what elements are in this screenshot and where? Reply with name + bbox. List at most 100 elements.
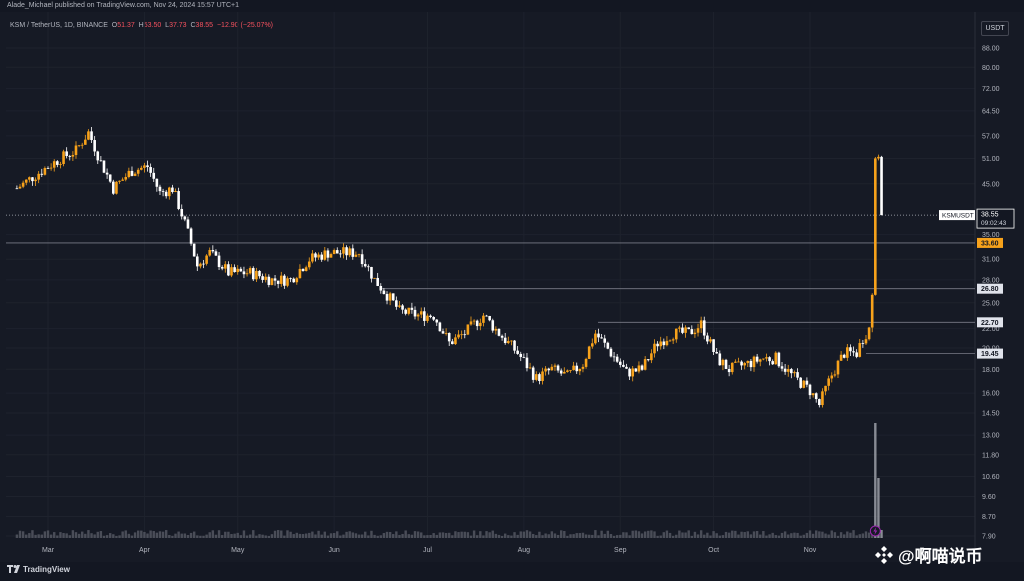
y-tick-label: 13.00 — [982, 433, 1000, 440]
volume-bar — [186, 535, 190, 538]
candle-body — [687, 327, 691, 330]
volume-bar — [855, 535, 858, 538]
candle-body — [808, 384, 812, 396]
volume-bar — [504, 533, 507, 538]
volume-bar — [87, 530, 90, 538]
volume-bar — [401, 533, 404, 538]
volume-bar — [721, 535, 725, 538]
candle-body — [227, 264, 230, 276]
volume-bar — [236, 532, 239, 538]
volume-bar — [320, 534, 323, 538]
candle-body — [519, 353, 523, 357]
candle-body — [821, 391, 824, 406]
price-chart[interactable]: 88.00 80.00 72.00 64.50 57.00 51.00 45.00 35.00… — [0, 12, 1024, 562]
candle-body — [161, 191, 165, 192]
volume-bar — [49, 534, 53, 538]
volume-bar — [581, 532, 585, 538]
candle-body — [255, 270, 258, 280]
candle-body — [587, 346, 591, 359]
candle-body — [65, 151, 68, 157]
candle-body — [513, 340, 516, 351]
candle-body — [90, 131, 93, 141]
candle-body — [118, 180, 121, 182]
volume-bar — [208, 532, 211, 538]
candle-body — [581, 366, 585, 369]
candle-body — [130, 170, 134, 176]
volume-bar — [248, 534, 252, 538]
candle-body — [311, 253, 314, 262]
volume-bar — [780, 532, 784, 538]
candle-body — [755, 356, 759, 362]
volume-bar — [469, 535, 473, 538]
volume-bar — [762, 531, 765, 538]
volume-bar — [712, 531, 715, 538]
candle-body — [376, 277, 379, 286]
volume-bar — [843, 534, 846, 538]
candle-body — [880, 156, 883, 216]
y-tick-label: 25.00 — [982, 300, 1000, 307]
volume-bar — [96, 531, 99, 538]
volume-bar — [37, 534, 40, 538]
candle-body — [136, 169, 140, 174]
volume-bar — [494, 533, 498, 538]
y-tick-label: 88.00 — [982, 46, 1000, 53]
candle-body — [646, 359, 650, 361]
candle-body — [734, 361, 737, 363]
horizontal-levels — [6, 214, 975, 354]
candle-body — [273, 278, 277, 281]
candle-body — [171, 187, 174, 193]
volume-bar — [345, 531, 348, 538]
candle-body — [127, 170, 131, 178]
candle-body — [43, 168, 47, 175]
volume-bar — [202, 535, 205, 538]
candle-body — [351, 248, 355, 257]
candle-body — [793, 372, 796, 374]
candle-body — [538, 374, 541, 382]
volume-bar — [575, 533, 578, 538]
candle-body — [615, 356, 619, 362]
volume-bar — [476, 535, 479, 538]
candle-body — [544, 368, 547, 372]
open-value: 51.37 — [117, 22, 135, 29]
last-price-tag — [976, 208, 1015, 229]
candle-body — [466, 324, 470, 335]
volume-bar — [112, 534, 115, 538]
volume-bar — [566, 535, 569, 538]
candle-body — [454, 337, 457, 345]
x-tick-label: Apr — [139, 547, 151, 554]
candle-body — [606, 342, 610, 349]
candle-body — [304, 267, 308, 272]
candle-body — [267, 276, 271, 285]
candle-body — [357, 254, 361, 256]
volume-bar — [220, 535, 224, 538]
candle-body — [21, 182, 25, 187]
volume-bar — [426, 535, 429, 538]
candle-body — [71, 154, 75, 157]
candle-body — [133, 173, 137, 176]
volume-bar — [640, 533, 644, 538]
candle-body — [597, 333, 600, 338]
candle-body — [323, 250, 327, 260]
currency-button[interactable]: USDT — [981, 21, 1009, 36]
candle-body — [762, 358, 765, 360]
tradingview-logo[interactable]: TradingView — [7, 565, 70, 574]
tradingview-brand: TradingView — [23, 565, 70, 574]
candle-body — [824, 385, 827, 392]
volume-bar — [799, 535, 802, 538]
volume-bar — [556, 534, 560, 538]
volume-bar — [463, 531, 466, 538]
candle-body — [562, 371, 566, 374]
volume-bar — [656, 535, 659, 538]
candle-body — [367, 266, 370, 268]
candle-body — [192, 243, 196, 257]
candle-body — [594, 333, 597, 344]
volume-bar — [189, 532, 193, 538]
candle-body — [780, 366, 784, 369]
volume-bar — [451, 535, 454, 538]
candle-body — [451, 341, 454, 345]
volume-bar — [858, 534, 861, 538]
candle-body — [205, 255, 208, 264]
volume-bar — [525, 530, 529, 538]
volume-bar — [388, 532, 392, 538]
volume-bar — [578, 533, 582, 538]
